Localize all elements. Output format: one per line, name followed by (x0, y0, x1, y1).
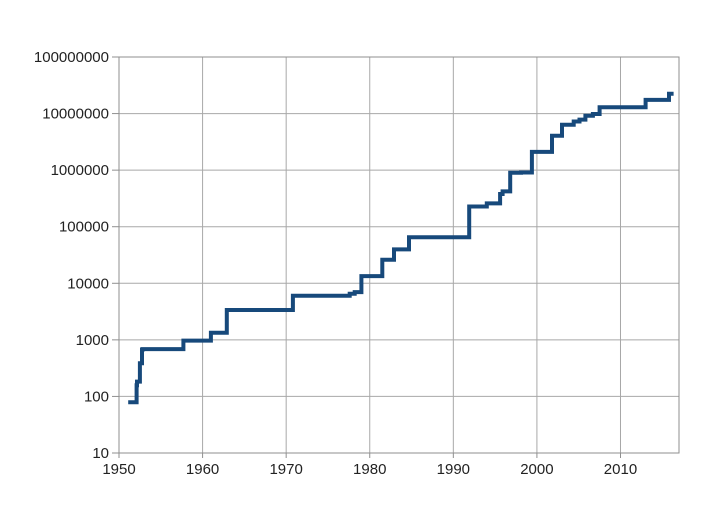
gridlines (118, 56, 679, 454)
x-tick-label: 1990 (437, 461, 470, 478)
y-tick-label: 10000 (67, 275, 109, 292)
plot-frame (112, 56, 680, 458)
x-tick-label: 1950 (102, 461, 135, 478)
y-tick-label: 100000000 (34, 49, 109, 66)
x-tick-label: 2000 (520, 461, 553, 478)
plot-border (118, 56, 680, 454)
data-series (128, 91, 674, 405)
x-tick-label: 1970 (269, 461, 302, 478)
y-tick-label: 100 (84, 388, 109, 405)
x-tick-label: 1980 (353, 461, 386, 478)
y-tick-label: 10000000 (42, 106, 109, 123)
x-tick-label: 1960 (186, 461, 219, 478)
y-tick-label: 1000000 (51, 162, 109, 179)
y-tick-label: 1000 (76, 332, 109, 349)
y-tick-label: 10 (92, 445, 109, 462)
y-tick-label: 100000 (59, 219, 109, 236)
x-tick-label: 2010 (604, 461, 637, 478)
axis-labels: 10 100 1000 10000 100000 1000000 10000000 10000… (34, 49, 637, 478)
series-line-digits-in-largest-known-prime (128, 91, 674, 405)
